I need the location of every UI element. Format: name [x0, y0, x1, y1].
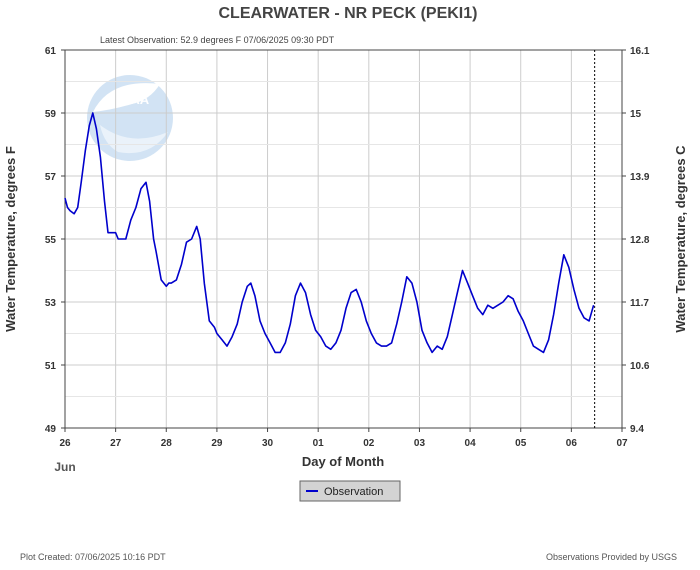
- x-tick-label: 03: [414, 438, 426, 449]
- x-tick-label: 02: [363, 438, 375, 449]
- chart-title: CLEARWATER - NR PECK (PEKI1): [219, 5, 478, 22]
- x-tick-label: 29: [211, 438, 223, 449]
- y-left-tick-label: 49: [45, 424, 57, 435]
- x-tick-label: 26: [59, 438, 71, 449]
- y-right-tick-label: 11.7: [630, 298, 649, 309]
- x-tick-label: 28: [161, 438, 173, 449]
- y-right-axis-label: Water Temperature, degrees C: [673, 145, 688, 333]
- data-source-text: Observations Provided by USGS: [546, 552, 677, 562]
- plot-created-text: Plot Created: 07/06/2025 10:16 PDT: [20, 552, 166, 562]
- series-group: [64, 112, 595, 354]
- x-tick-label: 06: [566, 438, 578, 449]
- x-axis-ticks: 26 27 28 29 30 01 02 03 04 05 06 07: [59, 428, 628, 449]
- y-left-tick-label: 57: [45, 172, 57, 183]
- x-tick-label: 27: [110, 438, 122, 449]
- legend: Observation: [299, 480, 401, 502]
- y-right-tick-label: 9.4: [630, 424, 644, 435]
- x-axis-label: Day of Month: [302, 454, 384, 469]
- y-left-tick-label: 55: [45, 235, 57, 246]
- y-right-tick-label: 12.8: [630, 235, 650, 246]
- legend-box: [299, 480, 401, 502]
- y-left-axis-ticks: 49 51 53 55 57 59 61: [45, 46, 65, 435]
- x-tick-label: 30: [262, 438, 274, 449]
- y-right-tick-label: 13.9: [630, 172, 650, 183]
- latest-observation: Latest Observation: 52.9 degrees F 07/06…: [100, 35, 335, 45]
- grid-lines: [64, 49, 623, 429]
- y-left-tick-label: 59: [45, 109, 57, 120]
- y-right-tick-label: 16.1: [630, 46, 650, 57]
- noaa-watermark-logo: NOAA: [87, 75, 173, 161]
- x-tick-label: 05: [515, 438, 527, 449]
- y-left-axis-label: Water Temperature, degrees F: [3, 146, 18, 332]
- y-right-axis-ticks: 9.4 10.6 11.7 12.8 13.9 15 16.1: [622, 46, 650, 435]
- x-tick-label: 04: [465, 438, 477, 449]
- x-tick-label: 01: [313, 438, 325, 449]
- y-left-tick-label: 51: [45, 361, 57, 372]
- noaa-watermark-text: NOAA: [111, 92, 150, 107]
- legend-entry-observation: Observation: [324, 486, 383, 498]
- y-right-tick-label: 10.6: [630, 361, 650, 372]
- x-tick-label: 07: [616, 438, 628, 449]
- series-line-observation: [64, 112, 595, 354]
- y-left-tick-label: 53: [45, 298, 57, 309]
- y-left-tick-label: 61: [45, 46, 57, 57]
- x-month-label: Jun: [54, 460, 75, 474]
- y-right-tick-label: 15: [630, 109, 642, 120]
